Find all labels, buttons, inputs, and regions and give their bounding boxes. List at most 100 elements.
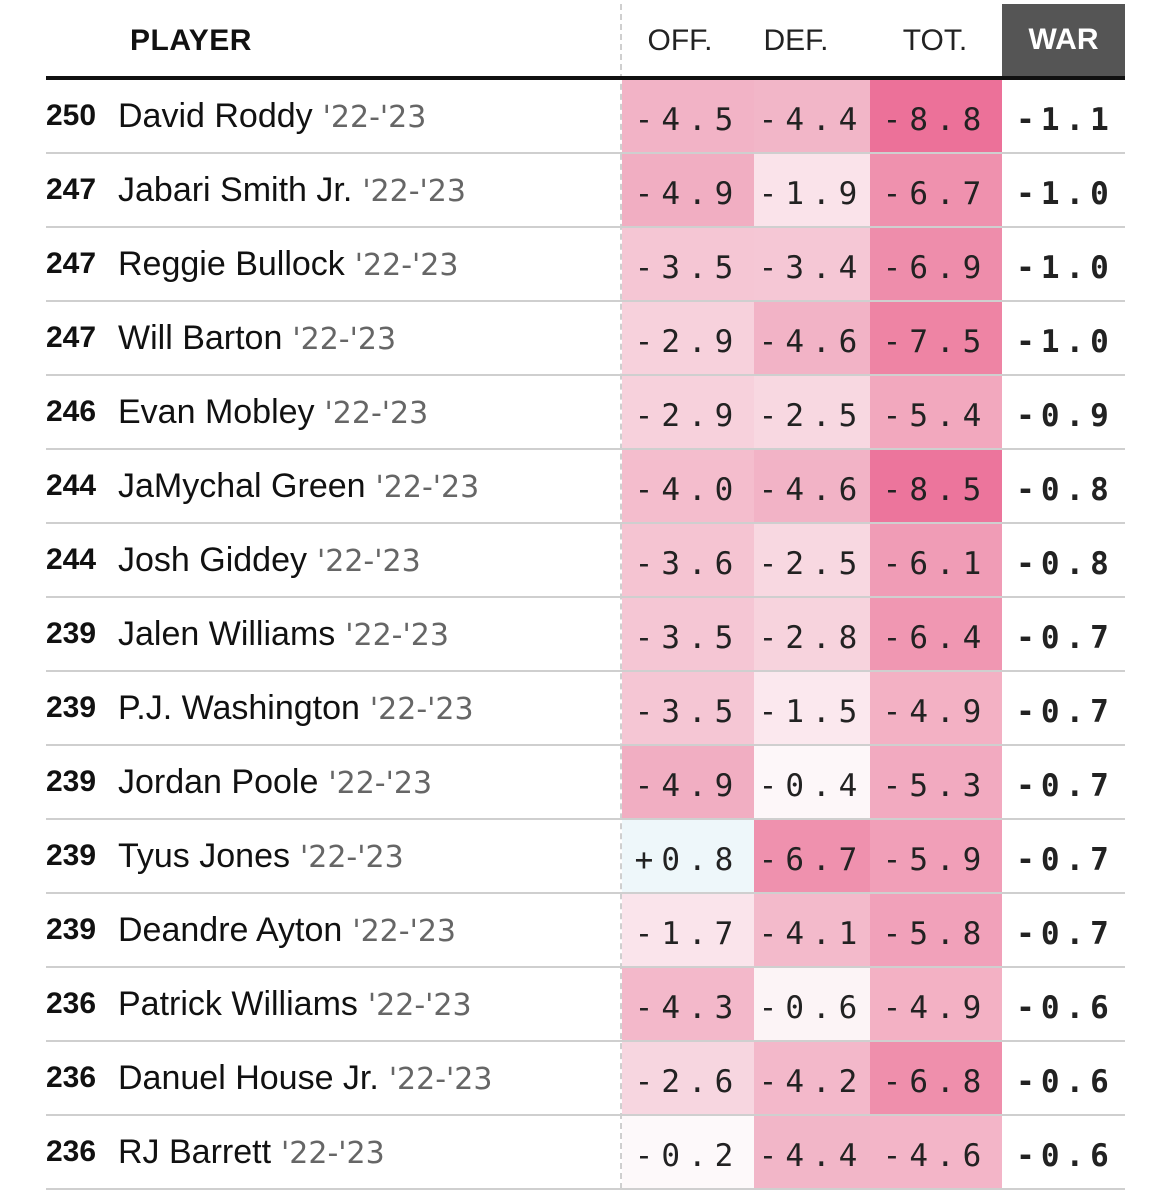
table-row: 244 JaMychal Green '22-'23 -4.0 -4.6 -8.5 -0.8 bbox=[46, 450, 1125, 524]
player-name-cell: Tyus Jones '22-'23 bbox=[118, 820, 404, 894]
tot-value: -4.6 bbox=[870, 1116, 1002, 1188]
table-row: 236 Patrick Williams '22-'23 -4.3 -0.6 -4.9 -0… bbox=[46, 968, 1125, 1042]
off-value: -3.5 bbox=[622, 598, 754, 670]
table-row: 247 Reggie Bullock '22-'23 -3.5 -3.4 -6.9 -1.0 bbox=[46, 228, 1125, 302]
war-value: -0.7 bbox=[1006, 894, 1125, 966]
war-value: -1.0 bbox=[1006, 154, 1125, 226]
off-value: -4.3 bbox=[622, 968, 754, 1040]
player-season: '22-'23 bbox=[324, 396, 429, 431]
off-value: -1.7 bbox=[622, 894, 754, 966]
war-value: -0.8 bbox=[1006, 524, 1125, 596]
table-row: 236 RJ Barrett '22-'23 -0.2 -4.4 -4.6 -0.6 bbox=[46, 1116, 1125, 1190]
tot-value: -6.1 bbox=[870, 524, 1002, 596]
tot-value: -6.4 bbox=[870, 598, 1002, 670]
off-value: -3.6 bbox=[622, 524, 754, 596]
player-name-cell: Jalen Williams '22-'23 bbox=[118, 598, 449, 672]
header-def[interactable]: DEF. bbox=[763, 24, 829, 57]
player-name: Evan Mobley bbox=[118, 393, 315, 431]
def-value: -2.5 bbox=[754, 524, 870, 596]
player-name: Will Barton bbox=[118, 319, 283, 357]
player-season: '22-'23 bbox=[345, 618, 449, 653]
player-name-cell: Jordan Poole '22-'23 bbox=[118, 746, 432, 820]
player-name: Jordan Poole bbox=[118, 763, 319, 801]
player-name: Tyus Jones bbox=[118, 837, 290, 875]
player-rank: 244 bbox=[46, 543, 97, 576]
player-season: '22-'23 bbox=[352, 914, 456, 949]
header-off[interactable]: OFF. bbox=[647, 24, 713, 57]
tot-value: -6.9 bbox=[870, 228, 1002, 300]
player-rank: 236 bbox=[46, 1135, 97, 1168]
player-rank: 247 bbox=[46, 173, 97, 206]
def-value: -2.8 bbox=[754, 598, 870, 670]
war-value: -0.7 bbox=[1006, 672, 1125, 744]
war-value: -0.7 bbox=[1006, 598, 1125, 670]
player-rank: 236 bbox=[46, 987, 97, 1020]
def-value: -4.2 bbox=[754, 1042, 870, 1114]
def-value: -1.9 bbox=[754, 154, 870, 226]
header-player[interactable]: PLAYER bbox=[130, 24, 252, 57]
def-value: -0.6 bbox=[754, 968, 870, 1040]
off-value: -0.2 bbox=[622, 1116, 754, 1188]
player-season: '22-'23 bbox=[299, 840, 404, 875]
war-value: -1.1 bbox=[1006, 80, 1125, 152]
table-row: 246 Evan Mobley '22-'23 -2.9 -2.5 -5.4 -0.9 bbox=[46, 376, 1125, 450]
table-row: 247 Will Barton '22-'23 -2.9 -4.6 -7.5 -1.0 bbox=[46, 302, 1125, 376]
off-value: -4.5 bbox=[622, 80, 754, 152]
player-name-cell: Jabari Smith Jr. '22-'23 bbox=[118, 154, 466, 228]
player-rank: 246 bbox=[46, 395, 97, 428]
war-value: -0.7 bbox=[1006, 820, 1125, 892]
player-name: Danuel House Jr. bbox=[118, 1059, 379, 1097]
header-tot[interactable]: TOT. bbox=[902, 24, 968, 57]
player-name-cell: Evan Mobley '22-'23 bbox=[118, 376, 428, 450]
off-value: -3.5 bbox=[622, 228, 754, 300]
player-name: Reggie Bullock bbox=[118, 245, 345, 283]
player-season: '22-'23 bbox=[328, 766, 433, 801]
def-value: -4.4 bbox=[754, 80, 870, 152]
player-name-cell: RJ Barrett '22-'23 bbox=[118, 1116, 385, 1190]
player-rank: 244 bbox=[46, 469, 97, 502]
player-name: David Roddy bbox=[118, 97, 313, 135]
player-name-cell: JaMychal Green '22-'23 bbox=[118, 450, 479, 524]
player-name: Josh Giddey bbox=[118, 541, 307, 579]
player-name-cell: Josh Giddey '22-'23 bbox=[118, 524, 421, 598]
table-row: 250 David Roddy '22-'23 -4.5 -4.4 -8.8 -1.1 bbox=[46, 80, 1125, 154]
player-name-cell: Patrick Williams '22-'23 bbox=[118, 968, 472, 1042]
player-rank: 250 bbox=[46, 99, 97, 132]
player-season: '22-'23 bbox=[281, 1136, 385, 1171]
tot-value: -5.9 bbox=[870, 820, 1002, 892]
table-row: 239 P.J. Washington '22-'23 -3.5 -1.5 -4.9 -0.… bbox=[46, 672, 1125, 746]
off-value: -2.9 bbox=[622, 376, 754, 448]
player-rank: 236 bbox=[46, 1061, 97, 1094]
def-value: -1.5 bbox=[754, 672, 870, 744]
player-season: '22-'23 bbox=[369, 692, 474, 727]
war-table: PLAYER OFF. DEF. TOT. WAR 250 David Roddy… bbox=[46, 0, 1125, 1190]
player-season: '22-'23 bbox=[367, 988, 472, 1023]
tot-value: -5.3 bbox=[870, 746, 1002, 818]
table-row: 244 Josh Giddey '22-'23 -3.6 -2.5 -6.1 -0.8 bbox=[46, 524, 1125, 598]
player-rank: 247 bbox=[46, 247, 97, 280]
player-name-cell: Danuel House Jr. '22-'23 bbox=[118, 1042, 492, 1116]
table-row: 236 Danuel House Jr. '22-'23 -2.6 -4.2 -6.8 -0… bbox=[46, 1042, 1125, 1116]
player-name: JaMychal Green bbox=[118, 467, 366, 505]
tot-value: -8.8 bbox=[870, 80, 1002, 152]
tot-value: -6.7 bbox=[870, 154, 1002, 226]
table-header: PLAYER OFF. DEF. TOT. WAR bbox=[46, 0, 1125, 80]
player-name: Deandre Ayton bbox=[118, 911, 343, 949]
off-value: -4.9 bbox=[622, 746, 754, 818]
def-value: -3.4 bbox=[754, 228, 870, 300]
player-season: '22-'23 bbox=[322, 100, 427, 135]
off-value: -3.5 bbox=[622, 672, 754, 744]
war-value: -1.0 bbox=[1006, 228, 1125, 300]
player-name-cell: Deandre Ayton '22-'23 bbox=[118, 894, 456, 968]
player-name-cell: David Roddy '22-'23 bbox=[118, 80, 426, 154]
player-name: RJ Barrett bbox=[118, 1133, 272, 1171]
table-row: 239 Jordan Poole '22-'23 -4.9 -0.4 -5.3 -0.7 bbox=[46, 746, 1125, 820]
off-value: -4.0 bbox=[622, 450, 754, 522]
player-name: P.J. Washington bbox=[118, 689, 360, 727]
player-season: '22-'23 bbox=[354, 248, 459, 283]
def-value: -4.4 bbox=[754, 1116, 870, 1188]
player-name: Jabari Smith Jr. bbox=[118, 171, 353, 209]
table-row: 239 Jalen Williams '22-'23 -3.5 -2.8 -6.4 -0.7 bbox=[46, 598, 1125, 672]
tot-value: -8.5 bbox=[870, 450, 1002, 522]
header-war[interactable]: WAR bbox=[1002, 4, 1125, 76]
